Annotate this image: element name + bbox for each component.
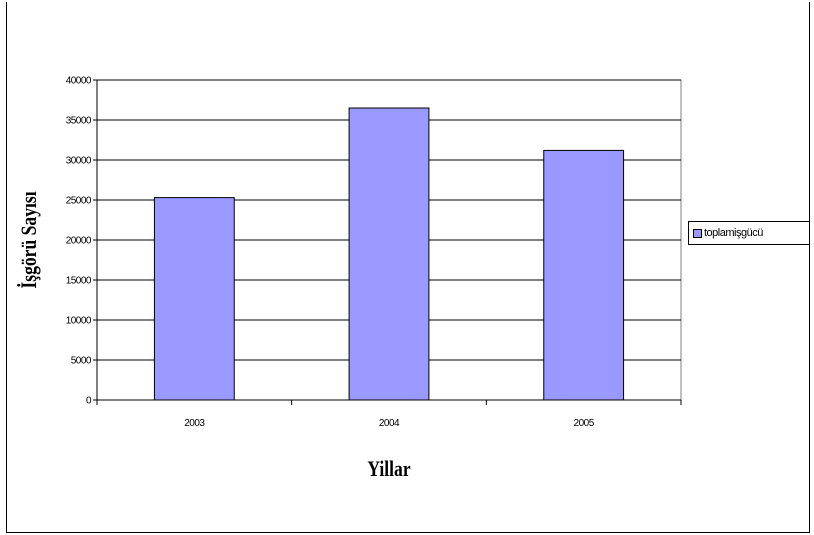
legend-swatch [693,228,702,238]
y-tick-label: 0 [86,396,92,407]
y-tick-label: 40000 [66,76,92,87]
bar-2004 [348,107,430,401]
y-tick-label: 30000 [66,156,92,167]
bars [153,107,625,401]
y-axis-title: İşgörü Sayısı [15,191,42,289]
x-axis-ticks: 2003 2004 2005 [96,400,682,429]
legend-label: toplamişgücü [704,227,763,239]
y-tick-label: 5000 [71,356,92,367]
legend: toplamişgücü [688,221,810,245]
x-axis-title: Yillar [367,457,410,481]
y-tick-label: 20000 [66,236,92,247]
y-tick-label: 25000 [66,196,92,207]
x-tick-label: 2005 [574,418,595,429]
x-tick-label: 2003 [184,418,205,429]
bar-2003 [153,197,235,401]
y-tick-label: 15000 [66,276,92,287]
bar-2005 [543,149,625,401]
y-tick-label: 10000 [66,316,92,327]
x-tick-label: 2004 [379,418,400,429]
y-axis-ticks: 0 5000 10000 15000 20000 25000 30000 35000 40000 [66,76,97,407]
y-tick-label: 35000 [66,116,92,127]
